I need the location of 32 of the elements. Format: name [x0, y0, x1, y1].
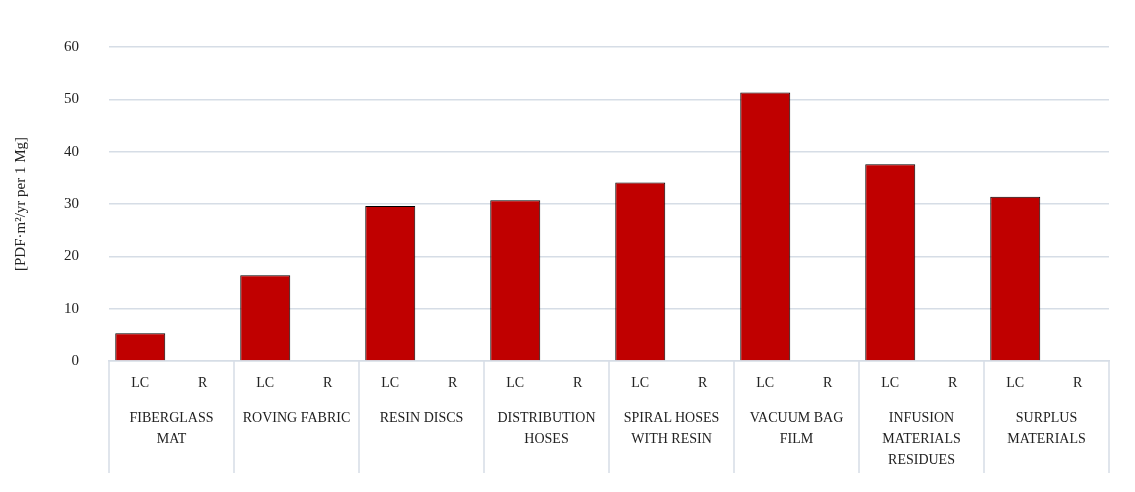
text: LC [256, 374, 275, 390]
text: R [948, 374, 958, 390]
text: R [323, 374, 333, 390]
y-tick-label: 50 [64, 90, 79, 107]
text: R [448, 374, 458, 390]
x-tick-label: VACUUM BAG FILM [749, 409, 844, 446]
text: R [198, 374, 209, 390]
x-tick-label: SURPLUS MATERIALS [1007, 409, 1086, 446]
text: LC [631, 374, 650, 390]
text: R [698, 374, 708, 390]
y-tick-label: 60 [64, 37, 79, 54]
x-tick-label: INFUSION MATERIALS RESIDUES [882, 409, 961, 467]
x-tick-label: RESIN DISCS [379, 409, 464, 425]
y-axis-title: [PDF·m²/yr per 1 Mg] [11, 136, 28, 272]
text: R [1073, 374, 1083, 390]
text: LC [506, 374, 525, 390]
text: LC [881, 374, 900, 390]
text: LC [381, 374, 400, 390]
x-tick-label: SPIRAL HOSES WITH RESIN [623, 409, 720, 446]
x-tick-label: FIBERGLASS MAT [129, 409, 214, 446]
y-tick-label: 0 [71, 351, 79, 368]
y-tick-label: 10 [64, 299, 79, 316]
x-tick-label: ROVING FABRIC [242, 409, 351, 425]
y-tick-label: 40 [64, 142, 79, 159]
series-label: LC [131, 374, 150, 390]
x-tick-label: DISTRIBUTION HOSES [497, 409, 596, 446]
text: R [573, 374, 583, 390]
text: LC [756, 374, 775, 390]
y-tick-label: 20 [64, 247, 79, 264]
text: LC [1006, 374, 1025, 390]
text: R [823, 374, 833, 390]
y-tick-label: 30 [64, 194, 79, 211]
